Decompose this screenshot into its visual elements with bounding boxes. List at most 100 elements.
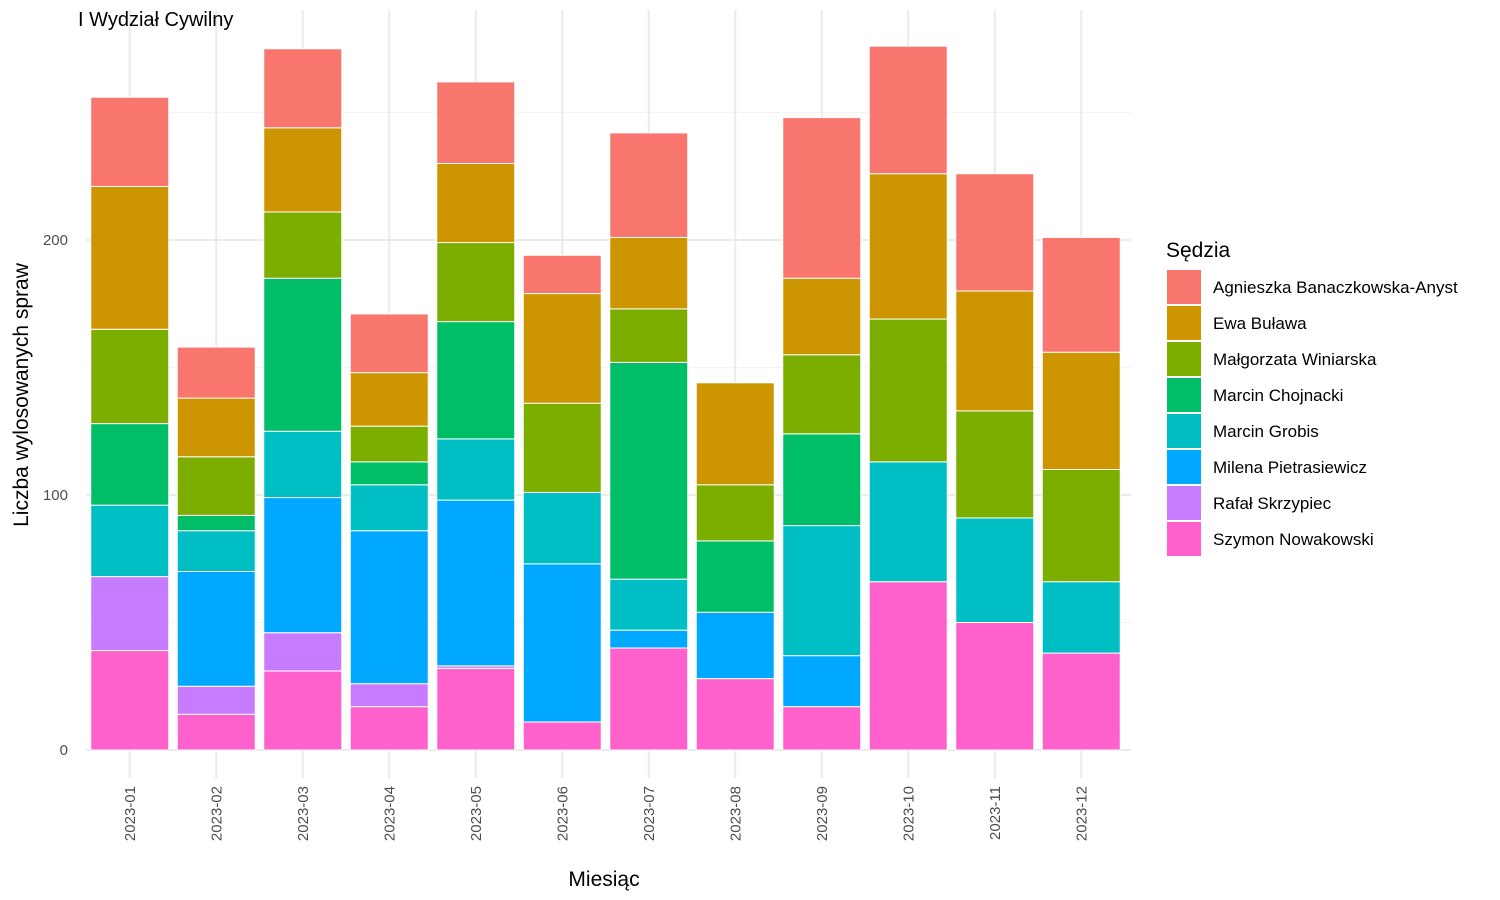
bar-segment xyxy=(349,484,429,532)
bar-segment xyxy=(176,571,256,687)
legend-swatch xyxy=(1167,486,1201,520)
bar-segment xyxy=(349,313,429,374)
legend-label: Ewa Buława xyxy=(1213,314,1307,333)
bar-segment xyxy=(349,425,429,463)
bar-segment xyxy=(436,321,516,440)
bar-segment xyxy=(868,461,948,583)
bar-segment xyxy=(263,127,343,213)
bar-segment xyxy=(695,611,775,680)
bar-segment xyxy=(1041,351,1121,471)
x-tick-label: 2023-12 xyxy=(1073,786,1090,841)
bar-segment xyxy=(263,430,343,499)
bar-segment xyxy=(955,517,1035,624)
legend-swatch xyxy=(1167,450,1201,484)
bar-segment xyxy=(782,706,862,751)
bar-segment xyxy=(522,402,602,493)
bars xyxy=(90,45,1121,751)
bar-segment xyxy=(349,683,429,708)
bar-segment xyxy=(263,211,343,279)
x-axis-title: Miesiąc xyxy=(568,868,639,891)
x-tick-label: 2023-11 xyxy=(987,786,1004,840)
bar-segment xyxy=(782,433,862,527)
x-axis-ticks: 2023-01 2023-02 2023-03 2023-04 2023-05 2023-… xyxy=(122,786,1091,841)
bar-segment xyxy=(90,328,170,425)
bar-segment xyxy=(176,530,256,573)
bar-segment xyxy=(695,382,775,486)
bar-segment xyxy=(90,423,170,506)
bar-segment xyxy=(176,713,256,751)
bar-segment xyxy=(436,499,516,667)
bar-segment xyxy=(609,629,689,649)
bar-segment xyxy=(90,650,170,751)
x-tick-label: 2023-04 xyxy=(381,786,398,841)
bar-segment xyxy=(436,667,516,751)
bar-segment xyxy=(868,45,948,175)
x-tick-label: 2023-05 xyxy=(468,786,485,841)
bar-segment xyxy=(263,632,343,672)
bar-segment xyxy=(609,647,689,751)
chart-title: I Wydział Cywilny xyxy=(78,9,233,31)
legend: Sędzia Agnieszka Banaczkowska-Anyst Ewa B… xyxy=(1166,239,1458,556)
bar-segment xyxy=(176,685,256,715)
bar-segment xyxy=(522,563,602,723)
legend-swatch xyxy=(1167,378,1201,412)
bar-segment xyxy=(90,96,170,187)
legend-label: Rafał Skrzypiec xyxy=(1213,494,1332,513)
x-tick-label: 2023-01 xyxy=(122,786,139,841)
bar-segment xyxy=(263,670,343,751)
bar-segment xyxy=(695,484,775,542)
bar-segment xyxy=(522,491,602,565)
x-tick-label: 2023-03 xyxy=(295,786,312,841)
y-tick-label: 200 xyxy=(43,232,68,249)
y-axis-title: Liczba wylosowanych spraw xyxy=(10,262,33,527)
bar-segment xyxy=(522,254,602,295)
bar-segment xyxy=(176,456,256,516)
bar-segment xyxy=(955,410,1035,519)
bar-segment xyxy=(1041,652,1121,751)
bar-segment xyxy=(349,372,429,427)
legend-swatch xyxy=(1167,522,1201,556)
y-axis-ticks: 0 100 200 xyxy=(43,232,68,759)
bar-segment xyxy=(695,540,775,613)
bar-segment xyxy=(176,346,256,399)
x-tick-label: 2023-10 xyxy=(900,786,917,841)
bar-segment xyxy=(90,504,170,578)
bar-segment xyxy=(609,132,689,238)
bar-segment xyxy=(90,185,170,330)
x-tick-label: 2023-02 xyxy=(208,786,225,841)
legend-swatch xyxy=(1167,414,1201,448)
x-tick-label: 2023-06 xyxy=(554,786,571,841)
bar-segment xyxy=(349,461,429,486)
bar-segment xyxy=(782,354,862,435)
legend-swatch xyxy=(1167,270,1201,304)
bar-segment xyxy=(176,514,256,532)
bar-segment xyxy=(176,397,256,458)
legend-items: Agnieszka Banaczkowska-Anyst Ewa Buława Ma… xyxy=(1167,270,1458,556)
bar-segment xyxy=(436,81,516,164)
bar-segment xyxy=(1041,469,1121,583)
legend-swatch xyxy=(1167,306,1201,340)
legend-label: Marcin Grobis xyxy=(1213,422,1319,441)
legend-label: Agnieszka Banaczkowska-Anyst xyxy=(1213,278,1458,297)
bar-segment xyxy=(436,438,516,501)
bar-segment xyxy=(955,622,1035,751)
bar-segment xyxy=(522,293,602,404)
legend-label: Szymon Nowakowski xyxy=(1213,530,1374,549)
bar-segment xyxy=(782,117,862,279)
bar-segment xyxy=(263,48,343,129)
bar-segment xyxy=(263,497,343,634)
bar-segment xyxy=(436,242,516,323)
bar-segment xyxy=(695,678,775,751)
bar-segment xyxy=(782,525,862,657)
bar-segment xyxy=(349,530,429,685)
x-tick-label: 2023-09 xyxy=(814,786,831,841)
y-tick-label: 0 xyxy=(60,742,68,759)
bar-segment xyxy=(90,576,170,652)
bar-segment xyxy=(522,721,602,751)
legend-label: Marcin Chojnacki xyxy=(1213,386,1343,405)
legend-label: Małgorzata Winiarska xyxy=(1213,350,1377,369)
bar-segment xyxy=(609,361,689,580)
x-tick-label: 2023-07 xyxy=(641,786,658,841)
bar-segment xyxy=(782,655,862,708)
